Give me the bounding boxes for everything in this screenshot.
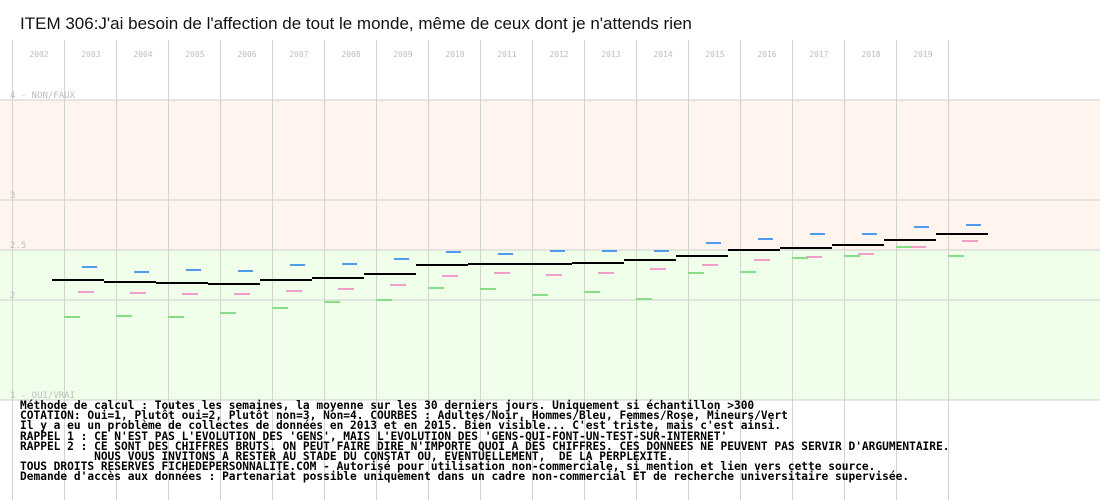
x-tick-label-2012: 2012 — [549, 50, 568, 59]
x-tick-label-2004: 2004 — [133, 50, 152, 59]
x-tick-label-2005: 2005 — [185, 50, 204, 59]
chart-notes: Méthode de calcul : Toutes les semaines,… — [20, 399, 1095, 484]
y-axis-ticks: 4 - NON/FAUX 3 2.5 2 1 - OUI/VRAI — [10, 91, 76, 401]
x-axis-ticks: 2002 2003 2004 2005 2006 2007 2008 2009 2010 2011… — [29, 50, 932, 59]
chart-title: ITEM 306:J'ai besoin de l'affection de t… — [20, 14, 692, 33]
x-tick-label-2007: 2007 — [289, 50, 308, 59]
y-tick-label-3: 2 — [10, 291, 15, 301]
note-line-0: Méthode de calcul : Toutes les semaines,… — [20, 399, 755, 412]
series-mineurs — [64, 246, 964, 318]
series-adultes — [52, 233, 988, 285]
x-tick-label-2006: 2006 — [237, 50, 256, 59]
band-0 — [0, 100, 1100, 250]
note-line-3: RAPPEL 1 : CE N'EST PAS L'EVOLUTION DES … — [20, 429, 728, 443]
y-tick-label-1: 3 — [10, 191, 15, 201]
y-tick-label-0: 4 - NON/FAUX — [10, 91, 76, 101]
x-tick-label-2015: 2015 — [705, 50, 724, 59]
y-tick-label-2: 2.5 — [10, 241, 26, 251]
note-line-6: TOUS DROITS RESERVES FICHEDEPERSONNALITE… — [20, 460, 876, 474]
note-line-1: COTATION: Oui=1, Plutôt oui=2, Plutôt no… — [20, 409, 788, 423]
x-tick-label-2010: 2010 — [445, 50, 464, 59]
note-line-2: Il y a eu un problème de collectes de do… — [20, 419, 782, 433]
x-tick-label-2018: 2018 — [861, 50, 880, 59]
band-1 — [0, 250, 1100, 400]
x-tick-label-2008: 2008 — [341, 50, 360, 59]
note-line-7: Demande d'accès aux données : Partenaria… — [20, 470, 910, 484]
series-femmes — [78, 240, 978, 295]
chart-grid — [0, 40, 1100, 500]
x-tick-label-2016: 2016 — [757, 50, 776, 59]
x-tick-label-2003: 2003 — [81, 50, 100, 59]
x-tick-label-2019: 2019 — [913, 50, 932, 59]
note-line-5: NOUS VOUS INVITONS A RESTER AU STADE DU … — [20, 449, 674, 463]
x-tick-label-2013: 2013 — [601, 50, 620, 59]
x-tick-label-2014: 2014 — [653, 50, 672, 59]
y-tick-label-4: 1 - OUI/VRAI — [10, 391, 75, 401]
x-tick-label-2009: 2009 — [393, 50, 412, 59]
series-hommes — [82, 224, 981, 273]
x-tick-label-2017: 2017 — [809, 50, 828, 59]
x-tick-label-2002: 2002 — [29, 50, 48, 59]
note-line-4: RAPPEL 2 : CE SONT DES CHIFFRES BRUTS. O… — [20, 439, 950, 453]
chart-series — [52, 224, 988, 318]
x-tick-label-2011: 2011 — [497, 50, 516, 59]
